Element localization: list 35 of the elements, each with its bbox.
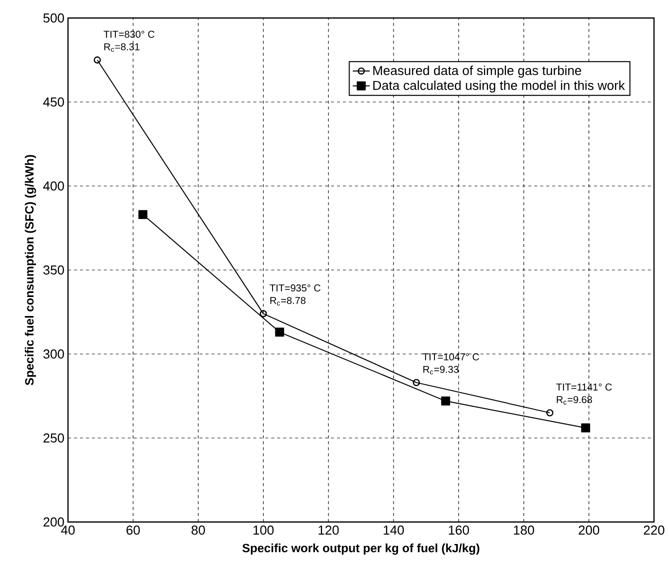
x-tick-label: 140 [384,526,404,535]
point [260,310,267,318]
x-tick-label: 80 [192,526,205,535]
y-axis-title: Specific fuel consumption (SFC) (g/kWh) [24,155,36,386]
point [138,210,148,220]
y-tick-label: 450 [43,97,64,107]
legend-label: Measured data of simple gas turbine [373,66,582,78]
x-tick-label: 160 [448,526,469,535]
point [412,378,420,386]
point [441,396,450,406]
x-axis-title: Specific work output per kg of fuel (kJ/kg) [242,544,480,555]
x-tick-label: 60 [126,526,140,535]
annotation: R$_{c}$=8.31 [104,43,140,52]
annotation: R$_{c}$=9.68 [556,396,592,405]
y-tick-label: 300 [43,349,64,359]
legend-label: Data calculated using the model in this work [373,80,625,93]
x-tick-label: 200 [578,526,600,535]
annotation: TIT=830° C [104,30,154,38]
y-tick-label: 400 [43,181,64,191]
annotation: TIT=935° C [270,284,320,292]
x-tick-label: 40 [61,526,75,535]
y-tick-label: 500 [43,13,64,23]
annotation: R$_{c}$=8.78 [270,296,306,306]
x-tick-label: 180 [514,526,534,535]
point [275,328,284,337]
x-tick-label: 120 [318,526,339,535]
x-tick-label: 220 [644,526,664,535]
x-tick-label: 100 [254,526,274,535]
y-tick-label: 250 [44,433,64,443]
point [581,423,590,432]
y-tick-label: 200 [44,517,64,527]
annotation: TIT=1047° C [422,353,480,360]
annotation: R$_{c}$=9.33 [423,366,459,374]
y-tick-label: 350 [43,265,64,275]
annotation: TIT=1141° C [556,384,612,391]
